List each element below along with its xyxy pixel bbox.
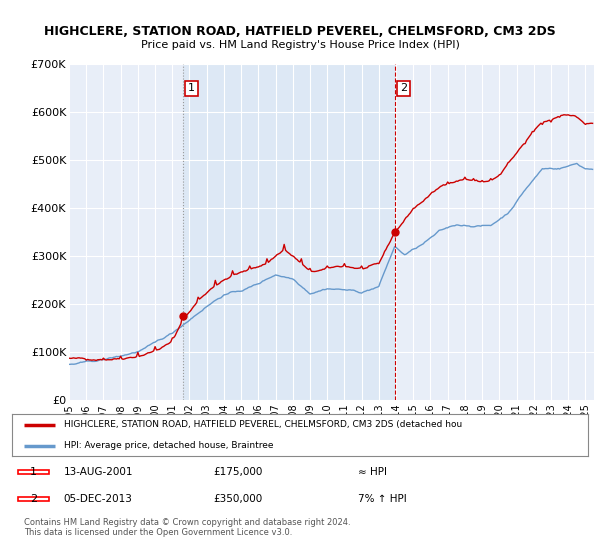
Text: 1: 1 — [30, 467, 37, 477]
Text: 2: 2 — [400, 83, 407, 94]
Text: Price paid vs. HM Land Registry's House Price Index (HPI): Price paid vs. HM Land Registry's House … — [140, 40, 460, 50]
Text: HIGHCLERE, STATION ROAD, HATFIELD PEVEREL, CHELMSFORD, CM3 2DS: HIGHCLERE, STATION ROAD, HATFIELD PEVERE… — [44, 25, 556, 38]
Text: £350,000: £350,000 — [214, 494, 263, 504]
Text: £175,000: £175,000 — [214, 467, 263, 477]
Bar — [183, 64, 395, 400]
Text: 05-DEC-2013: 05-DEC-2013 — [64, 494, 133, 504]
Text: 7% ↑ HPI: 7% ↑ HPI — [358, 494, 406, 504]
Text: HPI: Average price, detached house, Braintree: HPI: Average price, detached house, Brai… — [64, 441, 274, 450]
Text: Contains HM Land Registry data © Crown copyright and database right 2024.
This d: Contains HM Land Registry data © Crown c… — [24, 518, 350, 538]
Text: 1: 1 — [188, 83, 195, 94]
FancyBboxPatch shape — [18, 497, 49, 501]
Text: ≈ HPI: ≈ HPI — [358, 467, 386, 477]
Text: 13-AUG-2001: 13-AUG-2001 — [64, 467, 133, 477]
Text: HIGHCLERE, STATION ROAD, HATFIELD PEVEREL, CHELMSFORD, CM3 2DS (detached hou: HIGHCLERE, STATION ROAD, HATFIELD PEVERE… — [64, 421, 462, 430]
FancyBboxPatch shape — [18, 470, 49, 474]
Text: 2: 2 — [30, 494, 37, 504]
